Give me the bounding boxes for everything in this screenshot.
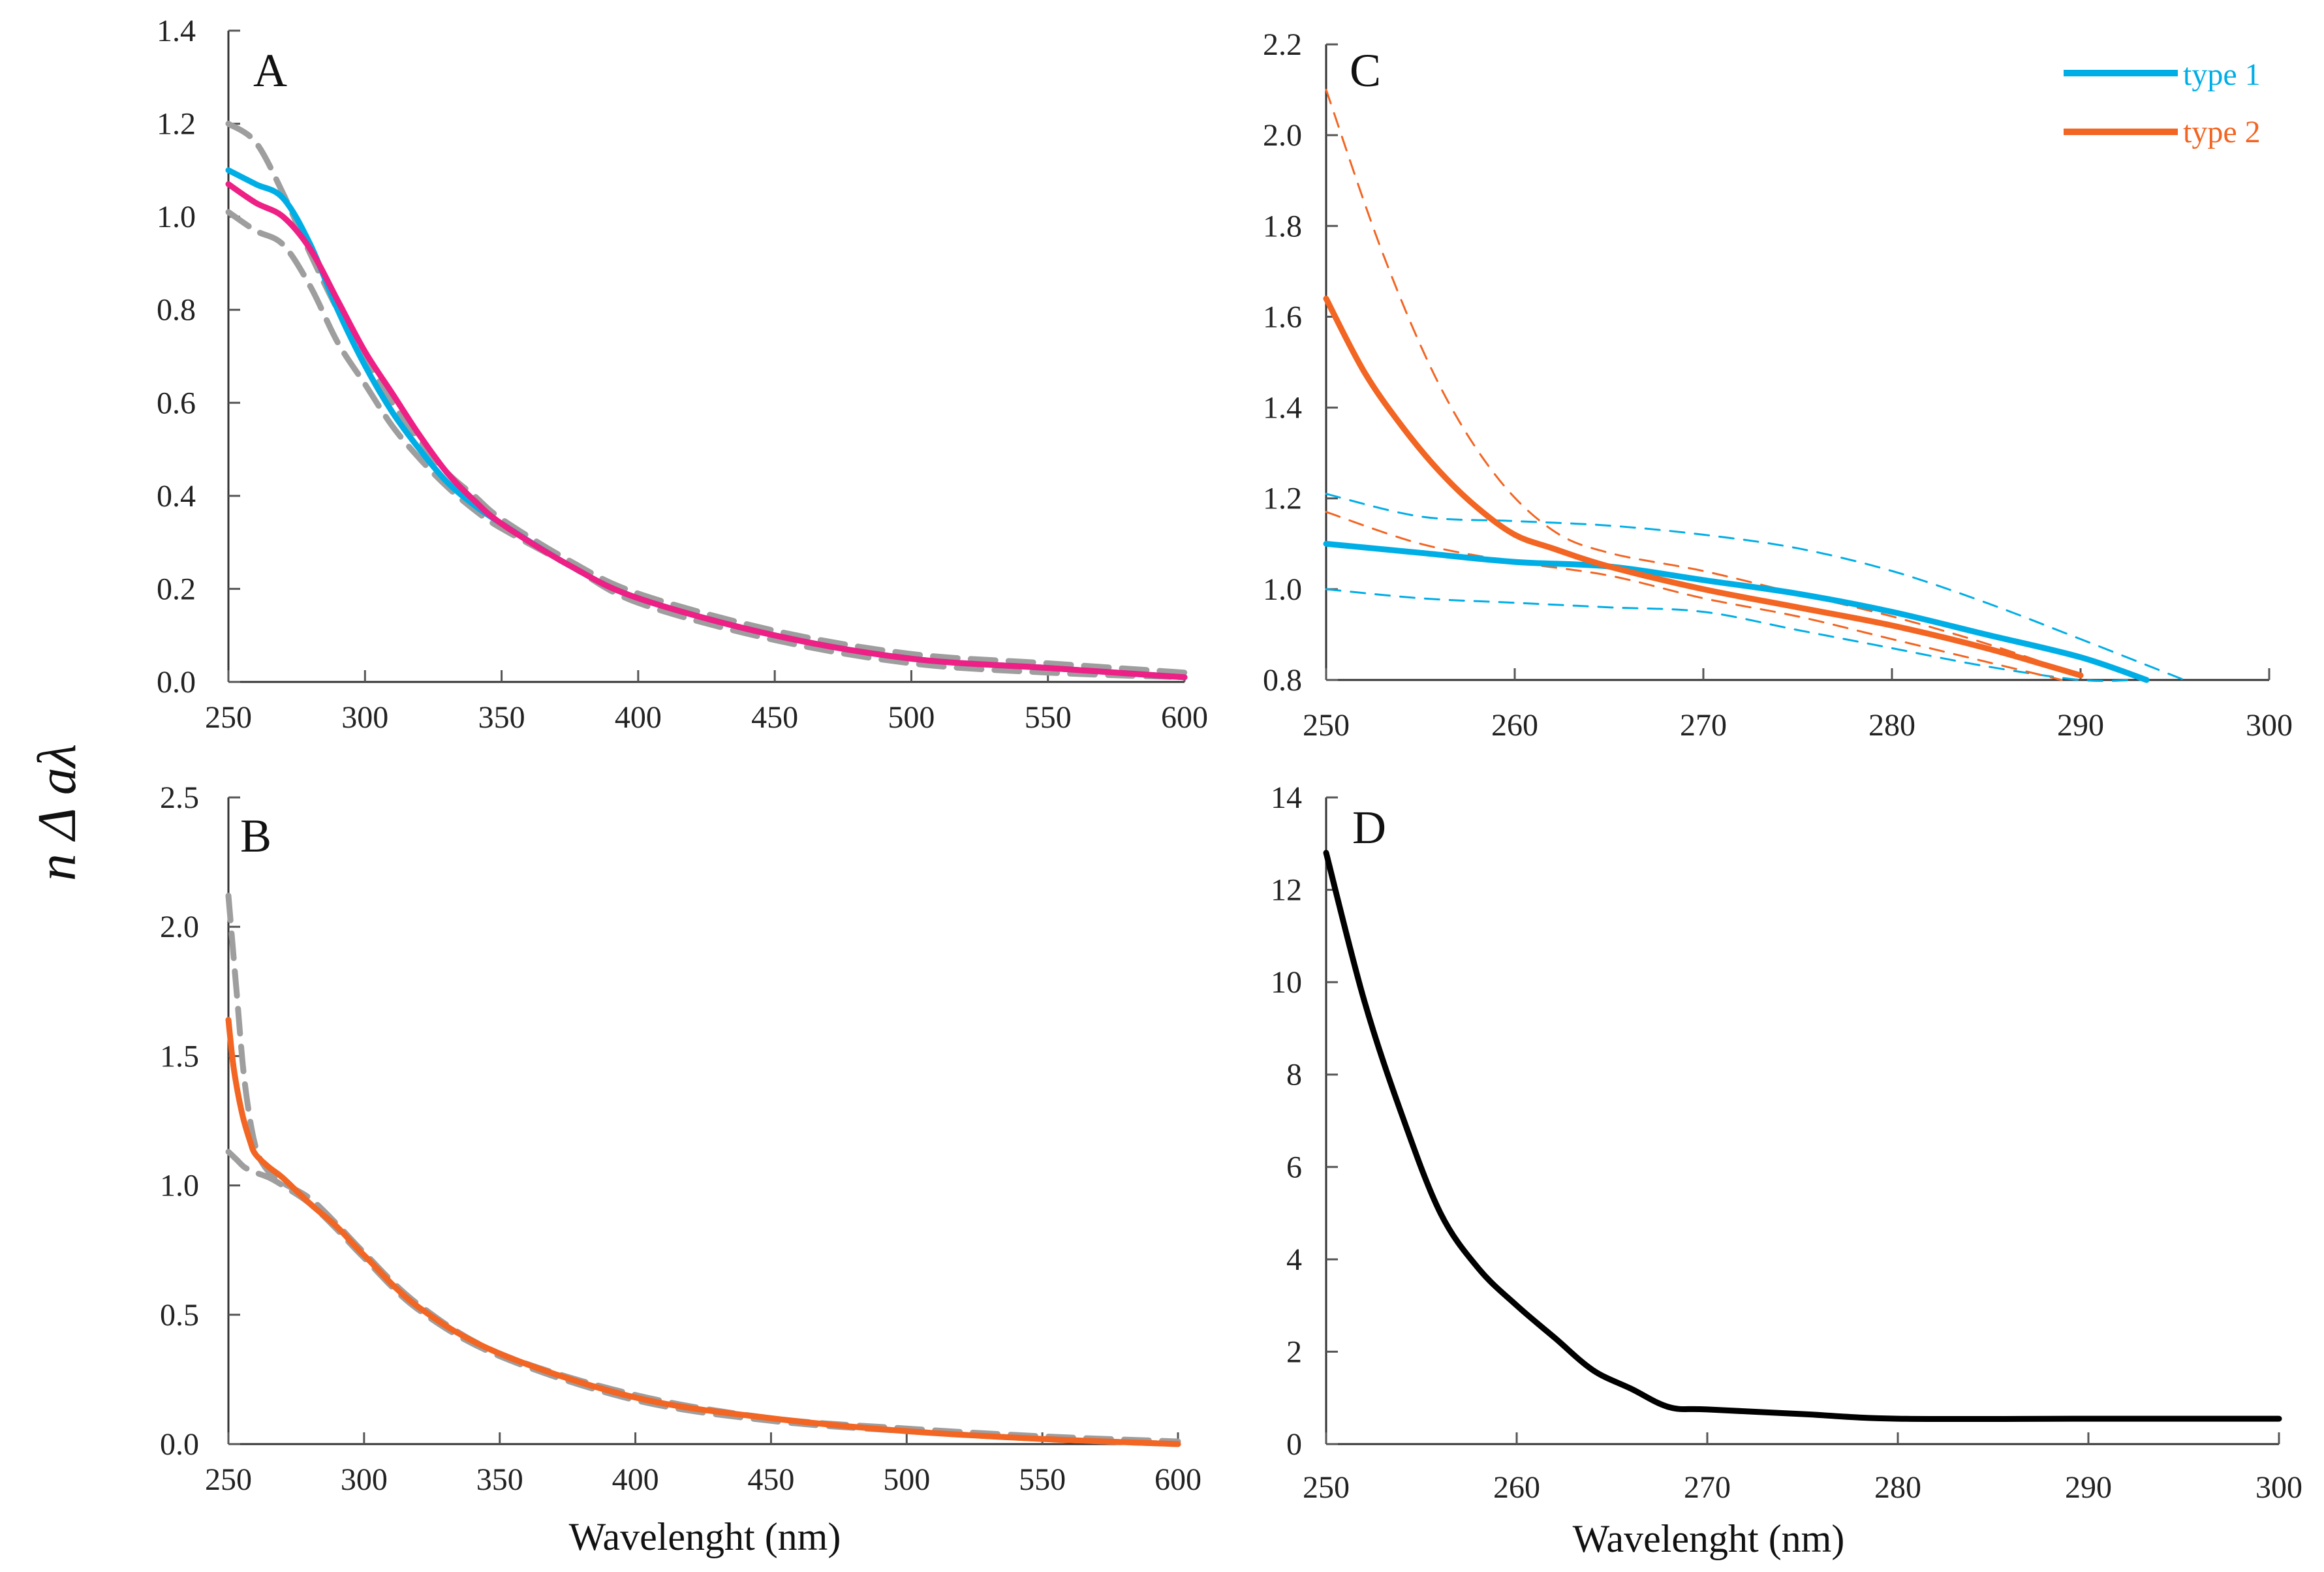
panel-c-x-tick-label: 300: [2246, 708, 2293, 743]
panel-d-x-tick-label: 260: [1493, 1470, 1540, 1505]
panel-c-y-tick-label: 1.2: [1263, 482, 1302, 516]
panel-a-x-tick-label: 500: [888, 700, 935, 735]
panel-a-x-tick-label: 550: [1025, 700, 1072, 735]
panel-a-y-tick-label: 1.4: [157, 14, 196, 48]
panel-a-y-tick-label: 1.0: [157, 200, 196, 234]
panel-a-y-tick-label: 0.8: [157, 293, 196, 328]
panel-d-x-tick-label: 300: [2255, 1470, 2302, 1505]
panel-a-x-tick-label: 450: [751, 700, 798, 735]
panel-c-series-type-1-upper: [1325, 493, 2186, 681]
panel-c-series-type-2-upper: [1325, 89, 2082, 677]
panel-d-x-tick-label: 290: [2065, 1470, 2112, 1505]
panel-b-y-tick-label: 1.5: [160, 1039, 199, 1073]
panel-a-series-lower-bound: [225, 209, 1188, 681]
panel-c-label: C: [1350, 44, 1381, 97]
panel-b-x-tick-label: 550: [1019, 1462, 1066, 1497]
panel-a-y-tick-label: 1.2: [157, 107, 196, 142]
panel-d-y-tick-label: 0: [1286, 1427, 1302, 1462]
legend: type 1 type 2: [2064, 57, 2261, 149]
panel-b: 0.0 0.5 1.0 1.5 2.0 2.5 250 300 350 400 450 500 550 6…: [160, 780, 1201, 1558]
panel-c-series-type-1: [1323, 540, 2150, 683]
panel-a-x-tick-label: 300: [341, 700, 388, 735]
panel-c-x-tick-label: 290: [2057, 708, 2104, 743]
panel-c-y-tick-label: 1.8: [1263, 209, 1302, 243]
panel-c-series-type-1-lower: [1325, 588, 2139, 683]
panel-a-series-magenta: [225, 181, 1188, 681]
panel-b-series-orange: [225, 1017, 1181, 1447]
panel-c: 0.8 1.0 1.2 1.4 1.6 1.8 2.0 2.2 250 260 270 280 290 3…: [1263, 27, 2293, 743]
panel-b-y-tick-label: 1.0: [160, 1169, 199, 1203]
panel-b-y-tick-label: 2.0: [160, 910, 199, 944]
panel-a-x-tick-label: 250: [205, 700, 252, 735]
legend-label-type-2: type 2: [2183, 115, 2261, 149]
panel-d-x-tick-label: 270: [1684, 1470, 1731, 1505]
panel-a-y-tick-label: 0.0: [157, 665, 196, 700]
shared-y-axis-title: n Δ aλ: [27, 744, 87, 881]
legend-label-type-1: type 1: [2183, 57, 2261, 92]
panel-d-label: D: [1352, 801, 1386, 854]
panel-b-label: B: [240, 810, 271, 862]
panel-c-x-tick-label: 250: [1303, 708, 1350, 743]
panel-a-x-tick-label: 400: [615, 700, 662, 735]
panel-d-y-tick-label: 12: [1271, 873, 1302, 908]
panel-c-y-tick-label: 1.6: [1263, 300, 1302, 334]
panel-a-x-tick-label: 350: [478, 700, 525, 735]
panel-c-series-type-2-lower: [1325, 511, 2063, 681]
panel-c-y-tick-label: 1.4: [1263, 391, 1302, 425]
panel-c-series-type-2: [1323, 296, 2084, 679]
panel-c-y-tick-label: 1.0: [1263, 572, 1302, 607]
panel-c-y-tick-label: 2.0: [1263, 118, 1302, 153]
panel-b-x-tick-label: 300: [341, 1462, 388, 1497]
panel-c-y-tick-label: 0.8: [1263, 663, 1302, 698]
panel-b-x-tick-label: 600: [1154, 1462, 1201, 1497]
panel-d-y-tick-label: 8: [1286, 1058, 1302, 1092]
panel-d-x-tick-label: 250: [1303, 1470, 1350, 1505]
panel-a-y-tick-label: 0.4: [157, 479, 196, 514]
panel-d: 0 2 4 6 8 10 12 14 250 260 270 280 290 300 D Waveleng…: [1271, 780, 2302, 1560]
panel-b-x-tick-label: 500: [883, 1462, 930, 1497]
panel-d-series-ratio: [1323, 850, 2282, 1423]
panel-b-x-tick-label: 250: [205, 1462, 252, 1497]
panel-a-label: A: [253, 44, 287, 97]
panel-b-x-tick-label: 400: [612, 1462, 659, 1497]
panel-d-y-tick-label: 14: [1271, 780, 1302, 815]
panel-d-y-tick-label: 2: [1286, 1334, 1302, 1369]
panel-c-x-tick-label: 280: [1868, 708, 1915, 743]
panel-d-y-tick-label: 6: [1286, 1150, 1302, 1184]
panel-b-y-tick-label: 0.5: [160, 1298, 199, 1333]
panel-a-y-tick-label: 0.2: [157, 572, 196, 606]
panel-c-x-tick-label: 270: [1680, 708, 1727, 743]
panel-a-y-tick-label: 0.6: [157, 386, 196, 420]
panel-c-x-tick-label: 260: [1491, 708, 1538, 743]
panel-a-x-tick-label: 600: [1161, 700, 1208, 735]
panel-b-x-axis-title: Wavelenght (nm): [569, 1515, 841, 1558]
panel-b-x-tick-label: 350: [476, 1462, 523, 1497]
panel-b-y-tick-label: 0.0: [160, 1427, 199, 1462]
panel-d-x-axis-title: Wavelenght (nm): [1573, 1517, 1845, 1560]
panel-d-x-tick-label: 280: [1874, 1470, 1921, 1505]
panel-b-x-tick-label: 450: [747, 1462, 794, 1497]
panel-d-y-tick-label: 10: [1271, 965, 1302, 1000]
panel-d-y-tick-label: 4: [1286, 1242, 1302, 1277]
panel-c-y-tick-label: 2.2: [1263, 27, 1302, 62]
panel-a: 0.0 0.2 0.4 0.6 0.8 1.0 1.2 1.4 250 300 350 400 450 5…: [157, 14, 1208, 735]
panel-b-y-tick-label: 2.5: [160, 780, 199, 815]
